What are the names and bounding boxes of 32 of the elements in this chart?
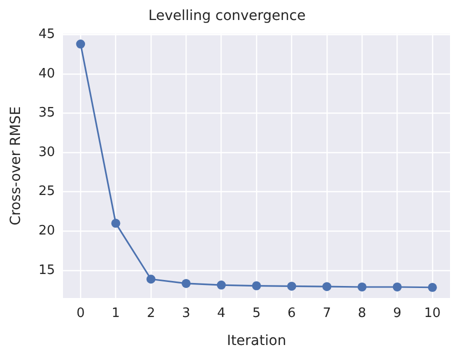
x-tick-label: 3 [182,306,190,322]
point [252,281,261,290]
x-tick-label: 8 [358,306,366,322]
point [216,280,226,290]
point [76,40,86,49]
point [392,282,402,292]
x-tick-label: 0 [76,306,85,322]
x-tick-label: 6 [288,306,296,322]
x-tick-label: 7 [322,306,332,322]
y-tick-label: 20 [38,224,55,239]
y-axis-title: Cross-over RMSE [8,106,24,226]
point [358,282,367,292]
x-tick-label: 1 [112,306,120,322]
x-tick-label: 5 [252,306,261,322]
x-tick-label: 2 [146,306,156,322]
point [287,282,296,291]
chart-title: Levelling convergence [148,8,306,24]
y-tick-label: 25 [38,184,55,200]
x-axis-title: Iteration [226,333,286,350]
y-tick-label: 35 [38,106,55,121]
y-tick-label: 40 [38,66,55,82]
point [428,282,437,292]
point [146,274,156,284]
y-tick-label: 45 [38,26,55,42]
y-tick-label: 15 [38,262,55,278]
point [182,278,191,288]
x-tick-label: 4 [217,306,226,322]
y-tick-label: 30 [38,144,55,160]
point [111,218,120,228]
point [322,282,332,292]
x-tick-label: 10 [424,306,441,322]
x-tick-label: 9 [393,306,402,322]
